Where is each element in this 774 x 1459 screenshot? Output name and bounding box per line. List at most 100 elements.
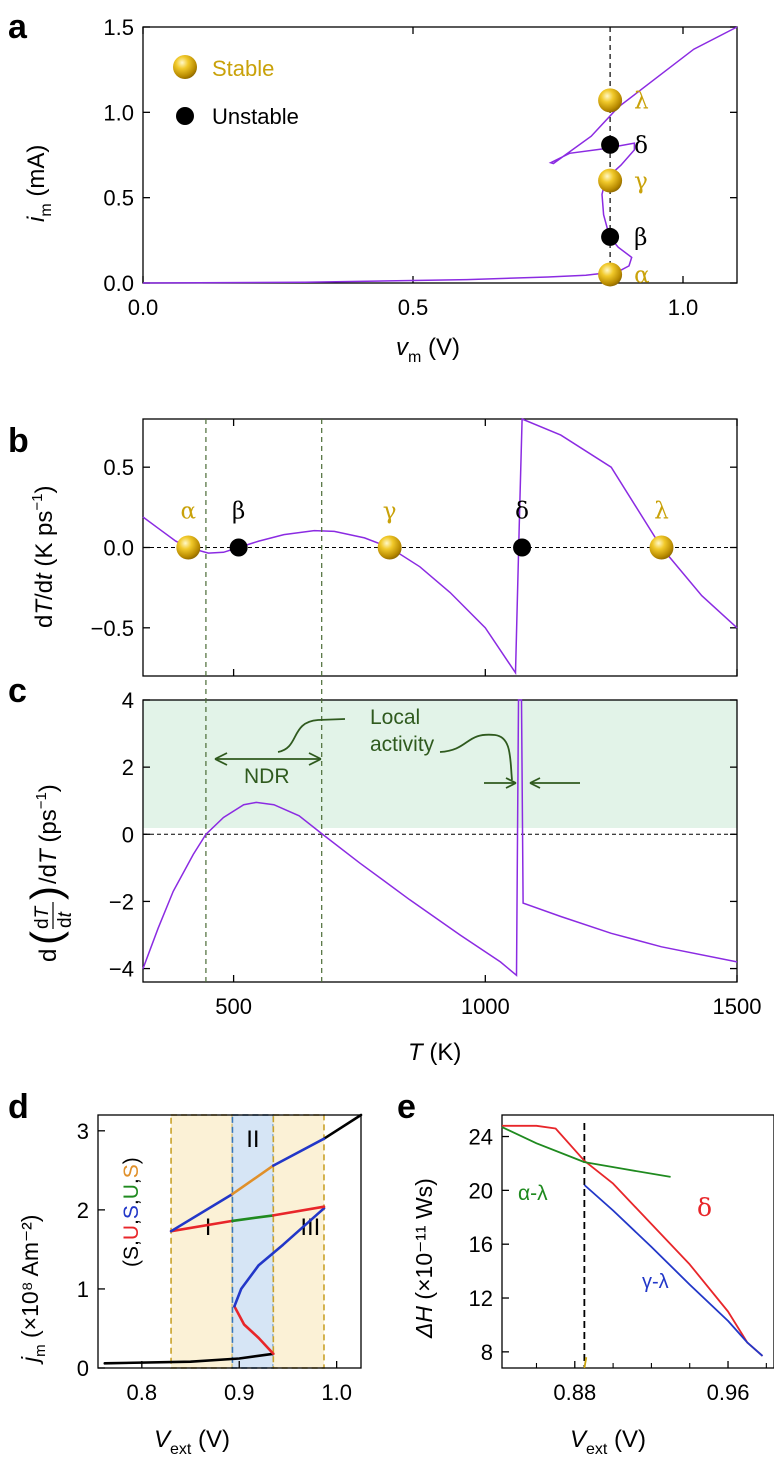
series-red-upper (169, 1219, 234, 1233)
y-tick-label: 0.5 (103, 186, 134, 211)
panel-d-curves (103, 1113, 363, 1365)
svg-text:dT: dT (32, 905, 53, 929)
y-tick-label: 12 (469, 1286, 493, 1311)
x-tick-label: 1500 (713, 994, 762, 1019)
region-label-I: I (205, 1214, 212, 1241)
panel-a: a 0.0 0.5 1.0 0.0 0.5 1.0 1.5 λδγ βα Stable Uns… (8, 8, 738, 366)
series-δ (502, 1124, 764, 1357)
alpha-lambda-label: α-λ (518, 1182, 548, 1205)
panel-d-ticks: 0.8 0.9 1.0 0 1 2 3 (77, 1119, 352, 1405)
panel-c-curve (142, 419, 738, 982)
y-tick-label: 16 (469, 1232, 493, 1257)
y-tick-label: 0 (122, 822, 134, 847)
legend-stable-marker (173, 55, 197, 79)
state-sequence-label: (S,U,S,U,S) (120, 1157, 143, 1267)
panel-b: b 0.5 0.0 −0.5 α β γ δ λ dT/dt (K ps−1) (8, 417, 738, 677)
unstable-point-marker (513, 538, 532, 557)
panel-c-ticks: 500 1000 1500 4 2 0 −2 −4 (109, 688, 762, 1019)
y-tick-label: 1.5 (103, 15, 134, 40)
point-label-β: β (634, 225, 647, 251)
series-olive-tick (583, 1357, 588, 1369)
x-tick-label: 1.0 (668, 295, 699, 320)
svg-text:(: ( (22, 931, 69, 945)
dTdt-curve (142, 417, 738, 676)
ndr-label: NDR (244, 765, 290, 788)
panel-e: e 0.88 0.96 24 20 16 12 8 δ α-λ γ-λ Vext (V) Δ… (397, 1088, 774, 1458)
series-black-high (322, 1113, 363, 1140)
y-tick-label: 1 (77, 1277, 89, 1302)
panel-label-b: b (8, 422, 29, 460)
y-tick-label: −4 (109, 957, 134, 982)
local-activity-label-2: activity (370, 733, 435, 756)
legend-stable-label: Stable (212, 56, 274, 81)
panel-label-e: e (397, 1088, 416, 1126)
local-activity-region (143, 700, 737, 828)
series-red-fold (233, 1305, 275, 1356)
series-red-right (271, 1205, 326, 1217)
y-tick-label: 0.0 (103, 271, 134, 296)
panel-b-ylabel: dT/dt (K ps−1) (29, 485, 58, 628)
series-blue-top-left (169, 1192, 234, 1233)
y-tick-label: 24 (469, 1125, 493, 1150)
x-tick-label: 0.5 (398, 295, 429, 320)
point-label-β: β (232, 499, 245, 525)
panel-e-ylabel: ΔH (×10⁻¹¹ Ws) (411, 1178, 437, 1339)
unstable-point-marker (229, 538, 248, 557)
x-tick-label: 0.0 (128, 295, 159, 320)
svg-text:): ) (22, 886, 69, 900)
series-α-λ (501, 1126, 671, 1178)
stable-point-marker (598, 88, 623, 113)
y-tick-label: 20 (469, 1178, 493, 1203)
ndr-annotation (214, 718, 580, 789)
point-label-δ: δ (515, 499, 529, 525)
y-tick-label: 2 (77, 1198, 89, 1223)
panel-b-ticks: 0.5 0.0 −0.5 (91, 419, 738, 676)
y-tick-label: 0.0 (103, 536, 134, 561)
panel-label-c: c (8, 672, 27, 710)
series-black-low (103, 1352, 275, 1365)
panel-a-xlabel: vm (V) (396, 334, 460, 366)
x-tick-label: 0.96 (707, 1380, 750, 1405)
panel-a-ticks: 0.0 0.5 1.0 0.0 0.5 1.0 1.5 (103, 15, 737, 320)
stable-point-marker (598, 168, 623, 193)
point-label-α: α (181, 499, 197, 525)
stable-point-marker (176, 535, 201, 560)
y-tick-label: 0 (77, 1356, 89, 1381)
series-γ-λ (583, 1184, 764, 1357)
legend-unstable-label: Unstable (212, 104, 299, 129)
series-blue-top-right (271, 1137, 326, 1167)
panel-a-points: λδγ βα (598, 88, 650, 288)
x-tick-label: 1.0 (321, 1380, 352, 1405)
y-tick-label: 8 (481, 1340, 493, 1365)
gamma-lambda-label: γ-λ (642, 1271, 669, 1293)
y-tick-label: −2 (109, 889, 134, 914)
panel-c-frame (142, 699, 738, 983)
panel-a-ylabel: im (mA) (23, 145, 55, 222)
svg-text:d: d (35, 949, 62, 962)
panel-c-ylabel: d ( dT dt ) /dT (ps−1) (22, 784, 76, 962)
panel-e-xlabel: Vext (V) (570, 1426, 646, 1458)
stable-point-marker (377, 535, 402, 560)
panel-e-curves (501, 1123, 764, 1369)
unstable-point-marker (601, 135, 620, 154)
series-blue-mid (233, 1207, 326, 1308)
x-tick-label: 0.88 (553, 1380, 596, 1405)
x-tick-label: 500 (215, 994, 252, 1019)
region-label-II: II (246, 1126, 259, 1153)
stable-point-marker (598, 262, 623, 287)
point-label-γ: γ (634, 169, 648, 195)
panel-e-ticks: 0.88 0.96 24 20 16 12 8 (469, 1125, 767, 1405)
legend-unstable-marker (176, 107, 194, 125)
derivative-curve (142, 699, 738, 977)
point-label-λ: λ (634, 88, 649, 114)
x-tick-label: 1000 (461, 994, 510, 1019)
svg-text:/dT (ps−1): /dT (ps−1) (33, 784, 62, 884)
y-tick-label: 3 (77, 1119, 89, 1144)
panel-d-ylabel: jm (×10⁸ Am⁻²) (17, 1215, 49, 1365)
unstable-point-marker (601, 227, 620, 246)
svg-text:dt: dt (55, 911, 76, 928)
